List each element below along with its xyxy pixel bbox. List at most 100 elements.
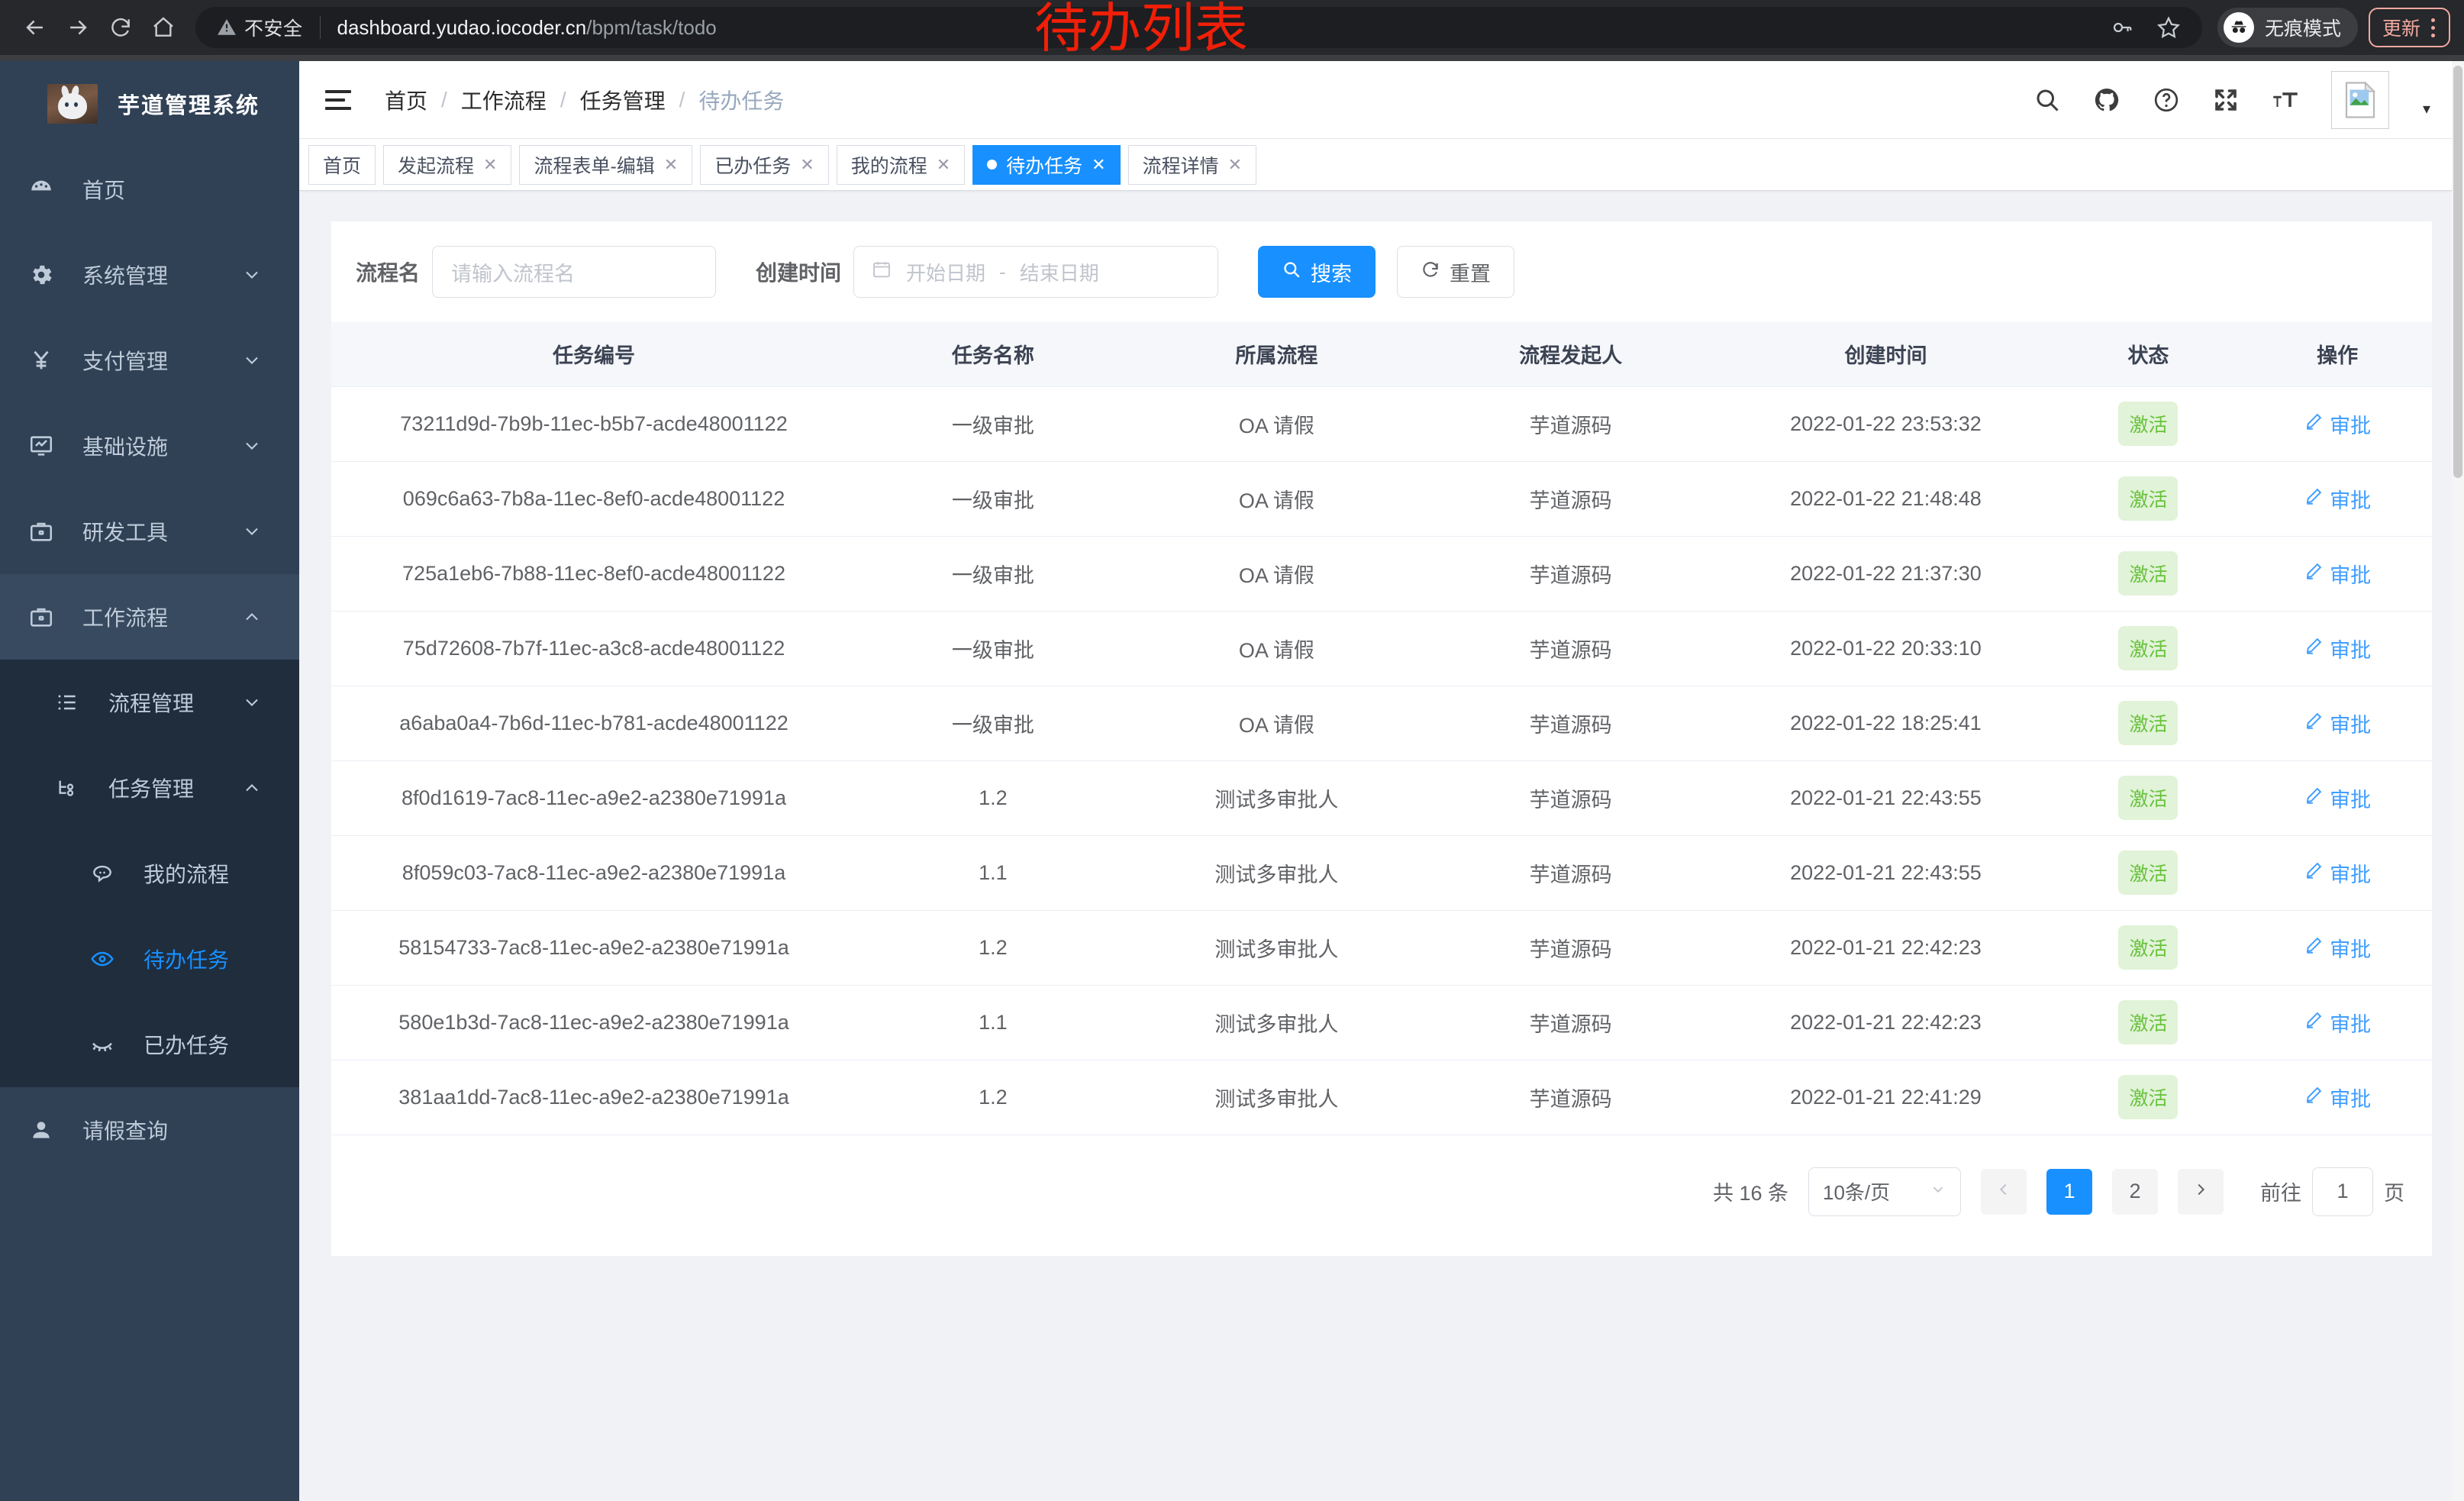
incognito-icon xyxy=(2223,12,2254,43)
approve-link[interactable]: 审批 xyxy=(2304,709,2371,738)
tab-process-detail[interactable]: 流程详情 ✕ xyxy=(1127,144,1257,185)
tab-process-form-edit[interactable]: 流程表单-编辑 ✕ xyxy=(519,144,693,185)
back-button[interactable] xyxy=(14,6,56,49)
page-button-2[interactable]: 2 xyxy=(2112,1168,2158,1215)
breadcrumb-item[interactable]: 首页 xyxy=(385,89,428,113)
close-icon[interactable]: ✕ xyxy=(1227,154,1243,174)
sidebar-item-label: 流程管理 xyxy=(108,692,195,715)
url-path: /bpm/task/todo xyxy=(586,15,717,39)
th-operation: 操作 xyxy=(2243,322,2432,387)
cell-created: 2022-01-22 23:53:32 xyxy=(1717,386,2054,462)
th-task-name: 任务名称 xyxy=(856,322,1130,387)
approve-link[interactable]: 审批 xyxy=(2304,858,2371,888)
tab-done-task[interactable]: 已办任务 ✕ xyxy=(700,144,829,185)
sidebar-item-label: 待办任务 xyxy=(144,948,230,972)
cell-task-id: 580e1b3d-7ac8-11ec-a9e2-a2380e71991a xyxy=(331,985,857,1060)
approve-label: 审批 xyxy=(2330,563,2372,587)
sidebar-item-todo-task[interactable]: 待办任务 xyxy=(0,916,299,1002)
table-row: 58154733-7ac8-11ec-a9e2-a2380e71991a 1.2 测… xyxy=(331,910,2432,986)
process-name-input[interactable]: 请输入流程名 xyxy=(432,246,717,298)
breadcrumb-item[interactable]: 工作流程 xyxy=(460,89,547,113)
page-button-1[interactable]: 1 xyxy=(2046,1168,2092,1215)
chevron-down-icon xyxy=(1930,1180,1946,1203)
table-row: 725a1eb6-7b88-11ec-8ef0-acde48001122 一级审批… xyxy=(331,536,2432,612)
table-row: 73211d9d-7b9b-11ec-b5b7-acde48001122 一级审批… xyxy=(331,386,2432,462)
fullscreen-icon[interactable] xyxy=(2212,86,2240,114)
sidebar-item-label: 工作流程 xyxy=(82,606,169,630)
close-icon[interactable]: ✕ xyxy=(663,154,679,174)
breadcrumb-separator: / xyxy=(679,87,685,111)
prev-page-button[interactable] xyxy=(1981,1168,2027,1215)
close-icon[interactable]: ✕ xyxy=(800,154,814,174)
sidebar-item-my-process[interactable]: 我的流程 xyxy=(0,831,299,916)
tab-home[interactable]: 首页 xyxy=(308,144,376,185)
close-icon[interactable]: ✕ xyxy=(1092,154,1106,174)
list-icon xyxy=(47,690,87,715)
forward-button[interactable] xyxy=(56,6,99,49)
incognito-indicator[interactable]: 无痕模式 xyxy=(2217,8,2358,47)
close-icon[interactable]: ✕ xyxy=(936,154,951,174)
page-size-select[interactable]: 10条/页 xyxy=(1808,1167,1961,1216)
total-count-label: 共 16 条 xyxy=(1712,1182,1788,1205)
sidebar-item-done-task[interactable]: 已办任务 xyxy=(0,1002,299,1087)
jump-page-input[interactable]: 1 xyxy=(2312,1167,2373,1216)
cell-initiator: 芋道源码 xyxy=(1424,985,1718,1060)
sidebar-item-payment[interactable]: 支付管理 xyxy=(0,318,299,403)
create-time-range-picker[interactable]: 开始日期 - 结束日期 xyxy=(853,246,1219,298)
approve-link[interactable]: 审批 xyxy=(2304,559,2371,589)
page-jumper: 前往 1 页 xyxy=(2260,1167,2404,1216)
next-page-button[interactable] xyxy=(2178,1168,2224,1215)
sidebar-item-infrastructure[interactable]: 基础设施 xyxy=(0,403,299,489)
tab-todo-task[interactable]: 待办任务 ✕ xyxy=(972,144,1121,185)
chevron-down-icon[interactable]: ▾ xyxy=(2422,100,2430,118)
search-button[interactable]: 搜索 xyxy=(1258,246,1376,298)
cell-process: 测试多审批人 xyxy=(1129,985,1424,1060)
close-icon[interactable]: ✕ xyxy=(483,154,498,174)
home-button[interactable] xyxy=(142,6,185,49)
three-dot-menu-icon[interactable] xyxy=(2425,18,2441,37)
sidebar-item-process-management[interactable]: 流程管理 xyxy=(0,660,299,745)
update-button[interactable]: 更新 xyxy=(2368,8,2450,47)
github-icon[interactable] xyxy=(2093,86,2121,114)
reload-button[interactable] xyxy=(99,6,142,49)
address-bar[interactable]: 不安全 dashboard.yudao.iocoder.cn/bpm/task/… xyxy=(195,7,2202,48)
sidebar-item-workflow[interactable]: 工作流程 xyxy=(0,574,299,660)
approve-link[interactable]: 审批 xyxy=(2304,634,2371,663)
approve-link[interactable]: 审批 xyxy=(2304,1083,2371,1112)
hamburger-icon[interactable] xyxy=(325,89,359,110)
key-icon[interactable] xyxy=(2111,16,2133,39)
approve-link[interactable]: 审批 xyxy=(2304,484,2371,514)
breadcrumb-item[interactable]: 任务管理 xyxy=(579,89,666,113)
cell-operation: 审批 xyxy=(2243,386,2432,462)
brand[interactable]: 芋道管理系统 xyxy=(0,61,299,147)
help-circle-icon[interactable] xyxy=(2153,86,2180,114)
sidebar-item-home[interactable]: 首页 xyxy=(0,147,299,232)
sidebar-item-label: 任务管理 xyxy=(108,777,195,801)
refresh-icon xyxy=(1421,260,1440,285)
approve-link[interactable]: 审批 xyxy=(2304,1008,2371,1038)
sidebar-item-system[interactable]: 系统管理 xyxy=(0,232,299,318)
approve-link[interactable]: 审批 xyxy=(2304,783,2371,813)
approve-link[interactable]: 审批 xyxy=(2304,409,2371,439)
avatar[interactable] xyxy=(2330,70,2389,129)
search-icon[interactable] xyxy=(2033,86,2061,114)
font-size-icon[interactable] xyxy=(2272,86,2299,114)
sidebar: 芋道管理系统 首页 系统管理 支付管理 基础设施 xyxy=(0,61,299,1501)
sidebar-item-label: 首页 xyxy=(82,179,126,202)
star-icon[interactable] xyxy=(2156,15,2181,40)
sidebar-item-devtools[interactable]: 研发工具 xyxy=(0,489,299,574)
yen-icon xyxy=(21,347,61,373)
status-badge: 激活 xyxy=(2118,551,2179,596)
tab-start-process[interactable]: 发起流程 ✕ xyxy=(383,144,512,185)
reset-button[interactable]: 重置 xyxy=(1397,246,1515,298)
sidebar-item-task-management[interactable]: 任务管理 xyxy=(0,745,299,831)
table-body: 73211d9d-7b9b-11ec-b5b7-acde48001122 一级审批… xyxy=(331,386,2432,1135)
tab-my-process[interactable]: 我的流程 ✕ xyxy=(836,144,966,185)
cell-task-name: 1.2 xyxy=(856,910,1130,986)
cell-status: 激活 xyxy=(2053,835,2243,911)
cell-initiator: 芋道源码 xyxy=(1424,760,1718,836)
cell-operation: 审批 xyxy=(2243,461,2432,537)
sidebar-item-leave-query[interactable]: 请假查询 xyxy=(0,1087,299,1173)
page-scrollbar-thumb[interactable] xyxy=(2453,66,2462,478)
approve-link[interactable]: 审批 xyxy=(2304,933,2371,963)
